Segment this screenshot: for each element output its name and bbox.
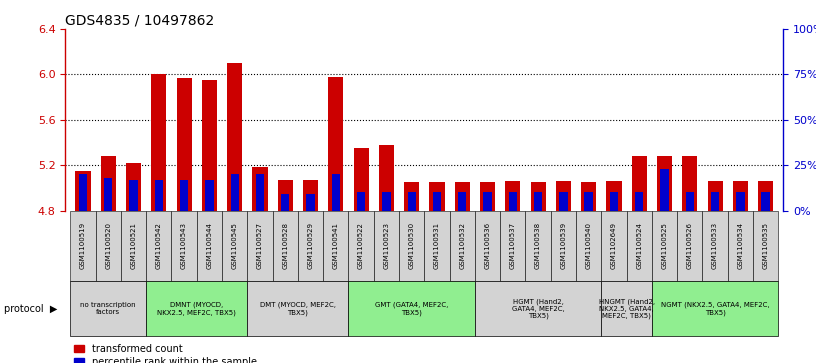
- Text: GSM1100533: GSM1100533: [712, 223, 718, 269]
- Text: GSM1100520: GSM1100520: [105, 223, 111, 269]
- Bar: [382, 192, 391, 211]
- Text: GSM1100531: GSM1100531: [434, 223, 440, 269]
- Text: protocol  ▶: protocol ▶: [4, 303, 57, 314]
- Bar: [155, 180, 163, 211]
- Text: GSM1100535: GSM1100535: [763, 223, 769, 269]
- Bar: [75, 171, 91, 211]
- Bar: [455, 182, 470, 211]
- Bar: [660, 169, 668, 211]
- Bar: [331, 174, 340, 211]
- Bar: [126, 163, 141, 211]
- Bar: [733, 181, 748, 211]
- Bar: [104, 178, 113, 211]
- Text: HGMT (Hand2,
GATA4, MEF2C,
TBX5): HGMT (Hand2, GATA4, MEF2C, TBX5): [512, 298, 565, 319]
- Text: GSM1100544: GSM1100544: [206, 223, 212, 269]
- Bar: [407, 192, 416, 211]
- Text: GSM1100522: GSM1100522: [358, 223, 364, 269]
- Bar: [176, 78, 192, 211]
- Bar: [277, 180, 293, 211]
- Bar: [281, 194, 290, 211]
- Bar: [508, 192, 517, 211]
- Bar: [252, 167, 268, 211]
- Bar: [556, 181, 571, 211]
- Bar: [534, 192, 543, 211]
- Bar: [707, 181, 723, 211]
- Bar: [303, 180, 318, 211]
- Text: GSM1100521: GSM1100521: [131, 223, 136, 269]
- Bar: [559, 192, 568, 211]
- Bar: [635, 192, 643, 211]
- Text: GSM1100530: GSM1100530: [409, 223, 415, 269]
- Text: GSM1102649: GSM1102649: [611, 223, 617, 269]
- Text: DMT (MYOCD, MEF2C,
TBX5): DMT (MYOCD, MEF2C, TBX5): [260, 302, 336, 315]
- Text: no transcription
factors: no transcription factors: [81, 302, 136, 315]
- Text: GSM1100539: GSM1100539: [561, 223, 566, 269]
- Text: GDS4835 / 10497862: GDS4835 / 10497862: [65, 14, 215, 28]
- Text: GSM1100519: GSM1100519: [80, 223, 86, 269]
- Text: NGMT (NKX2.5, GATA4, MEF2C,
TBX5): NGMT (NKX2.5, GATA4, MEF2C, TBX5): [661, 302, 769, 315]
- Bar: [758, 181, 774, 211]
- Bar: [353, 148, 369, 211]
- Bar: [180, 180, 188, 211]
- Bar: [458, 192, 467, 211]
- Text: GSM1100545: GSM1100545: [232, 223, 237, 269]
- Bar: [632, 156, 647, 211]
- Bar: [100, 156, 116, 211]
- Text: GSM1100543: GSM1100543: [181, 223, 187, 269]
- Bar: [610, 192, 619, 211]
- Text: GSM1100534: GSM1100534: [738, 223, 743, 269]
- Text: GSM1100529: GSM1100529: [308, 223, 313, 269]
- Bar: [530, 182, 546, 211]
- Bar: [306, 194, 315, 211]
- Bar: [151, 74, 166, 211]
- Bar: [657, 156, 672, 211]
- Bar: [404, 182, 419, 211]
- Text: GSM1100525: GSM1100525: [662, 223, 667, 269]
- Bar: [685, 192, 694, 211]
- Bar: [328, 77, 344, 211]
- Bar: [483, 192, 492, 211]
- Bar: [202, 80, 217, 211]
- Bar: [480, 182, 495, 211]
- Bar: [606, 181, 622, 211]
- Bar: [130, 180, 138, 211]
- Text: GSM1100527: GSM1100527: [257, 223, 263, 269]
- Text: GMT (GATA4, MEF2C,
TBX5): GMT (GATA4, MEF2C, TBX5): [375, 302, 448, 315]
- Text: GSM1100528: GSM1100528: [282, 223, 288, 269]
- Bar: [761, 192, 769, 211]
- Bar: [379, 145, 394, 211]
- Bar: [255, 174, 264, 211]
- Text: GSM1100523: GSM1100523: [384, 223, 389, 269]
- Text: GSM1100532: GSM1100532: [459, 223, 465, 269]
- Text: GSM1100524: GSM1100524: [636, 223, 642, 269]
- Text: HNGMT (Hand2,
NKX2.5, GATA4,
MEF2C, TBX5): HNGMT (Hand2, NKX2.5, GATA4, MEF2C, TBX5…: [598, 298, 654, 319]
- Bar: [357, 192, 366, 211]
- Bar: [79, 174, 87, 211]
- Text: GSM1100538: GSM1100538: [535, 223, 541, 269]
- Bar: [206, 180, 214, 211]
- Bar: [432, 192, 441, 211]
- Bar: [584, 192, 593, 211]
- Legend: transformed count, percentile rank within the sample: transformed count, percentile rank withi…: [70, 340, 260, 363]
- Text: GSM1100537: GSM1100537: [510, 223, 516, 269]
- Bar: [711, 192, 719, 211]
- Bar: [230, 174, 239, 211]
- Bar: [227, 63, 242, 211]
- Text: GSM1100526: GSM1100526: [687, 223, 693, 269]
- Bar: [581, 182, 596, 211]
- Text: GSM1100536: GSM1100536: [485, 223, 490, 269]
- Bar: [682, 156, 698, 211]
- Text: DMNT (MYOCD,
NKX2.5, MEF2C, TBX5): DMNT (MYOCD, NKX2.5, MEF2C, TBX5): [157, 302, 236, 315]
- Bar: [505, 181, 521, 211]
- Text: GSM1100540: GSM1100540: [586, 223, 592, 269]
- Text: GSM1100542: GSM1100542: [156, 223, 162, 269]
- Bar: [736, 192, 744, 211]
- Text: GSM1100541: GSM1100541: [333, 223, 339, 269]
- Bar: [429, 182, 445, 211]
